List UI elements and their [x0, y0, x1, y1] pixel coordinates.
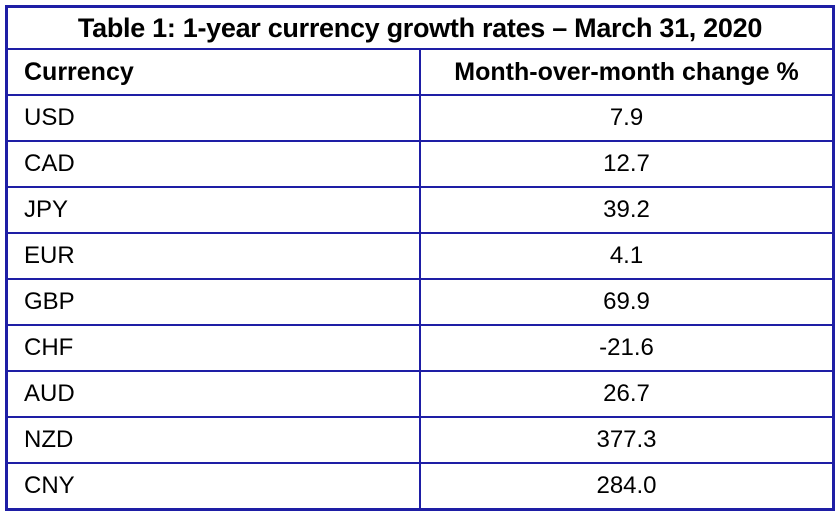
table-row: GBP 69.9 — [5, 278, 835, 326]
value-cell: 284.0 — [419, 462, 835, 511]
value-cell: -21.6 — [419, 324, 835, 372]
column-header-change: Month-over-month change % — [419, 48, 835, 96]
column-header-currency: Currency — [5, 48, 421, 96]
value-cell: 26.7 — [419, 370, 835, 418]
table-row: EUR 4.1 — [5, 232, 835, 280]
table-row: CAD 12.7 — [5, 140, 835, 188]
value-cell: 377.3 — [419, 416, 835, 464]
currency-cell: GBP — [5, 278, 421, 326]
value-cell: 7.9 — [419, 94, 835, 142]
header-row: Currency Month-over-month change % — [5, 48, 835, 96]
value-cell: 39.2 — [419, 186, 835, 234]
table-row: JPY 39.2 — [5, 186, 835, 234]
currency-cell: CAD — [5, 140, 421, 188]
table-row: USD 7.9 — [5, 94, 835, 142]
title-row: Table 1: 1-year currency growth rates – … — [5, 5, 835, 50]
currency-cell: AUD — [5, 370, 421, 418]
currency-cell: JPY — [5, 186, 421, 234]
currency-cell: NZD — [5, 416, 421, 464]
value-cell: 4.1 — [419, 232, 835, 280]
table-row: NZD 377.3 — [5, 416, 835, 464]
currency-cell: USD — [5, 94, 421, 142]
table-row: CNY 284.0 — [5, 462, 835, 511]
value-cell: 12.7 — [419, 140, 835, 188]
table-title: Table 1: 1-year currency growth rates – … — [5, 5, 835, 50]
currency-cell: CNY — [5, 462, 421, 511]
currency-growth-table: Table 1: 1-year currency growth rates – … — [5, 5, 835, 511]
table-container: Table 1: 1-year currency growth rates – … — [5, 5, 835, 511]
currency-cell: EUR — [5, 232, 421, 280]
currency-cell: CHF — [5, 324, 421, 372]
table-row: CHF -21.6 — [5, 324, 835, 372]
table-row: AUD 26.7 — [5, 370, 835, 418]
value-cell: 69.9 — [419, 278, 835, 326]
